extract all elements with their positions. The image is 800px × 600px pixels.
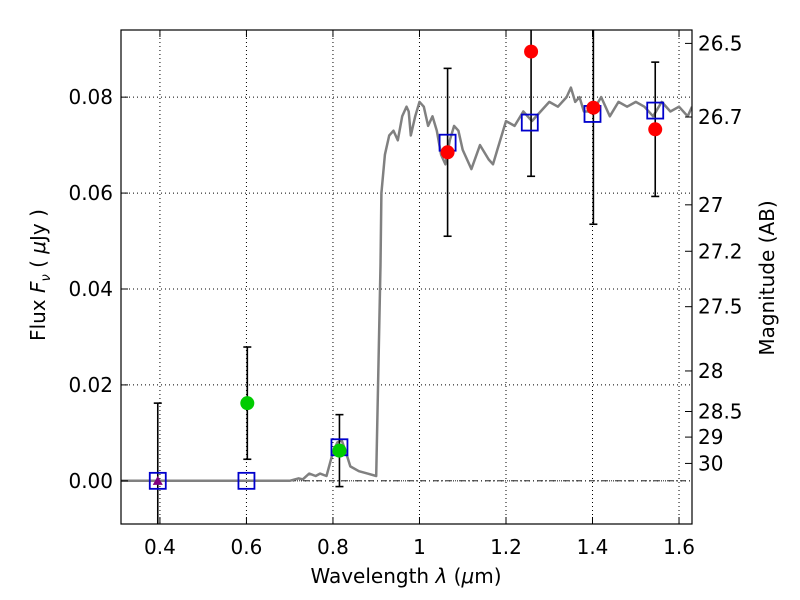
x-axis-label-text: Wavelength <box>310 564 435 588</box>
plot-content <box>121 30 692 524</box>
red-detection-point <box>586 100 601 115</box>
x-tick-label: 1.2 <box>490 535 522 559</box>
model-sed-line <box>121 86 692 483</box>
model-photometry-square <box>237 471 256 490</box>
plot-area-frame <box>120 29 693 525</box>
y-tick-label: 0.08 <box>68 85 113 109</box>
magnitude-tick-label: 26.5 <box>698 31 743 55</box>
y-tick-label: 0.00 <box>68 469 113 493</box>
right-axis-label: Magnitude (AB) <box>755 200 779 355</box>
magnitude-tick-label: 28.5 <box>698 400 743 424</box>
x-axis-label-mu: μ <box>460 564 474 588</box>
model-photometry-square <box>520 113 539 132</box>
red-detection-point <box>524 44 539 59</box>
upper-limit-triangle <box>152 475 163 485</box>
y-tick-label: 0.06 <box>68 181 113 205</box>
grid-lines <box>121 30 692 524</box>
red-detection-point <box>648 122 663 137</box>
y-axis-label-text: Flux <box>26 293 50 341</box>
y-axis-label-open: ( <box>26 254 50 275</box>
x-tick-label: 0.8 <box>317 535 349 559</box>
y-tick-label: 0.02 <box>68 373 113 397</box>
y-axis-label: Flux Fν ( μJy ) <box>26 209 54 341</box>
x-tick-label: 0.6 <box>231 535 263 559</box>
x-axis-label-open: ( <box>447 564 461 588</box>
model-photometry-square <box>148 471 167 490</box>
y-axis-label-nu: ν <box>39 274 54 281</box>
x-tick-label: 1.6 <box>663 535 695 559</box>
x-axis-label: Wavelength λ (μm) <box>310 564 501 588</box>
x-axis-label-unit: m) <box>474 564 501 588</box>
model-photometry-square <box>646 101 665 120</box>
y-axis-label-f: F <box>26 281 50 293</box>
green-detection-point <box>332 443 347 458</box>
axis-ticks: 0.4 0.6 0.8 1 1.2 1.4 1.6 0.00 0.02 0.04 0.06 0.08 2… <box>68 30 743 559</box>
y-axis-label-mu: μ <box>26 241 50 255</box>
x-axis-label-lambda: λ <box>434 564 447 588</box>
y-tick-label: 0.04 <box>68 277 113 301</box>
magnitude-tick-label: 29 <box>698 425 723 449</box>
red-detection-point <box>440 145 455 160</box>
y-axis-label-unit: Jy ) <box>26 209 50 243</box>
series-layer <box>121 30 692 524</box>
green-detection-point <box>240 396 255 411</box>
x-tick-label: 0.4 <box>144 535 176 559</box>
x-tick-label: 1 <box>413 535 426 559</box>
x-tick-label: 1.4 <box>577 535 609 559</box>
magnitude-tick-label: 30 <box>698 451 723 475</box>
magnitude-tick-label: 26.7 <box>698 105 743 129</box>
magnitude-tick-label: 27 <box>698 193 723 217</box>
magnitude-tick-label: 28 <box>698 359 723 383</box>
magnitude-tick-label: 27.5 <box>698 295 743 319</box>
magnitude-tick-label: 27.2 <box>698 239 743 263</box>
